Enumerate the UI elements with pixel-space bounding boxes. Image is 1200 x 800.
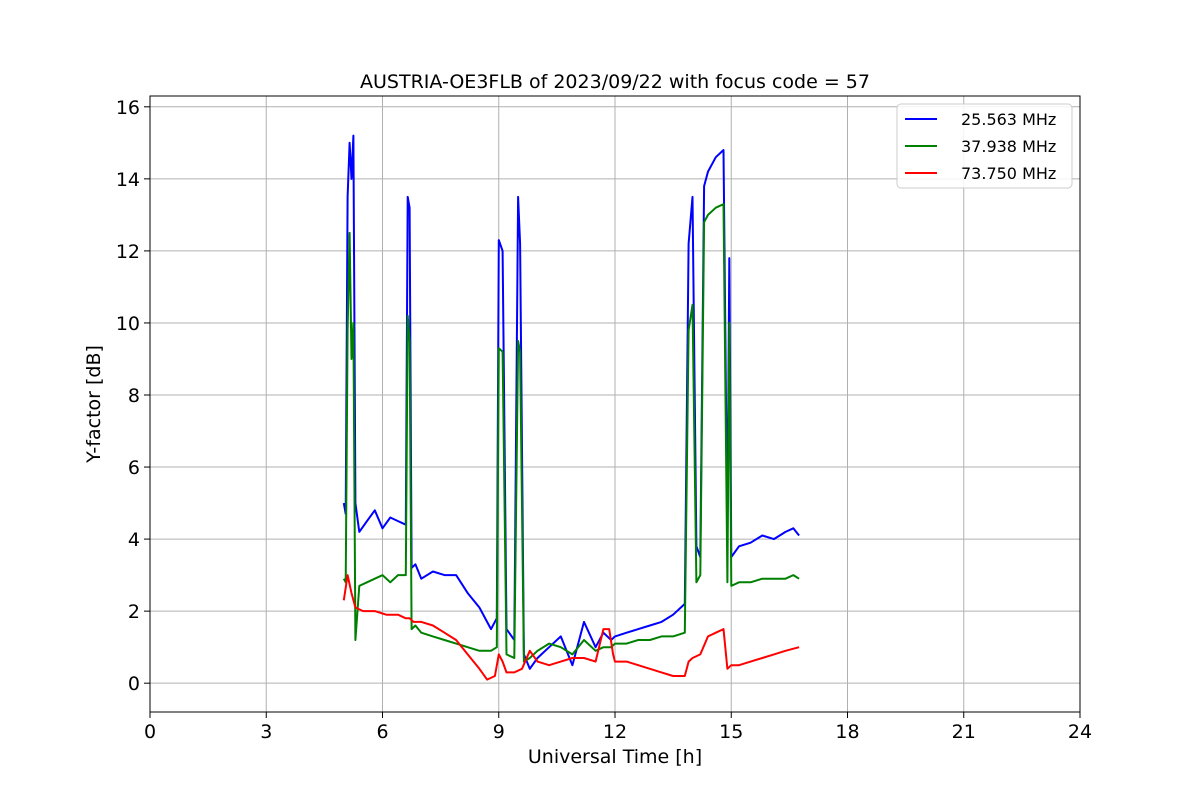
legend-box <box>896 103 1073 189</box>
series-line-3 <box>342 574 800 681</box>
x-axis: 0 3 6 9 12 15 18 21 24 <box>144 712 1092 743</box>
x-tick-label: 24 <box>1068 721 1092 743</box>
x-tick-label: 9 <box>493 721 505 743</box>
x-tick-label: 3 <box>260 721 272 743</box>
y-tick-label: 16 <box>116 97 140 119</box>
y-tick-label: 14 <box>116 169 140 191</box>
y-tick-label: 6 <box>128 457 140 479</box>
legend-label: 25.563 MHz <box>961 110 1056 129</box>
y-axis: 0 2 4 6 8 10 12 14 16 <box>116 97 150 695</box>
y-tick-label: 0 <box>128 673 140 695</box>
x-tick-label: 15 <box>719 721 743 743</box>
x-axis-label: Universal Time [h] <box>528 746 702 768</box>
legend-label: 73.750 MHz <box>961 164 1056 183</box>
x-tick-label: 21 <box>952 721 976 743</box>
series-layer <box>342 134 800 681</box>
x-tick-label: 0 <box>144 721 156 743</box>
legend: 25.563 MHz 37.938 MHz 73.750 MHz <box>896 103 1073 189</box>
x-tick-label: 6 <box>376 721 388 743</box>
y-tick-label: 10 <box>116 313 140 335</box>
y-tick-label: 8 <box>128 385 140 407</box>
y-axis-label: Y-factor [dB] <box>83 345 105 464</box>
series-line-1 <box>342 134 800 670</box>
x-tick-label: 12 <box>603 721 627 743</box>
chart-title: AUSTRIA-OE3FLB of 2023/09/22 with focus … <box>360 71 870 93</box>
y-tick-label: 12 <box>116 241 140 263</box>
y-tick-label: 4 <box>128 529 140 551</box>
y-tick-label: 2 <box>128 601 140 623</box>
series-line-2 <box>342 203 800 663</box>
x-tick-label: 18 <box>835 721 859 743</box>
legend-label: 37.938 MHz <box>961 137 1056 156</box>
